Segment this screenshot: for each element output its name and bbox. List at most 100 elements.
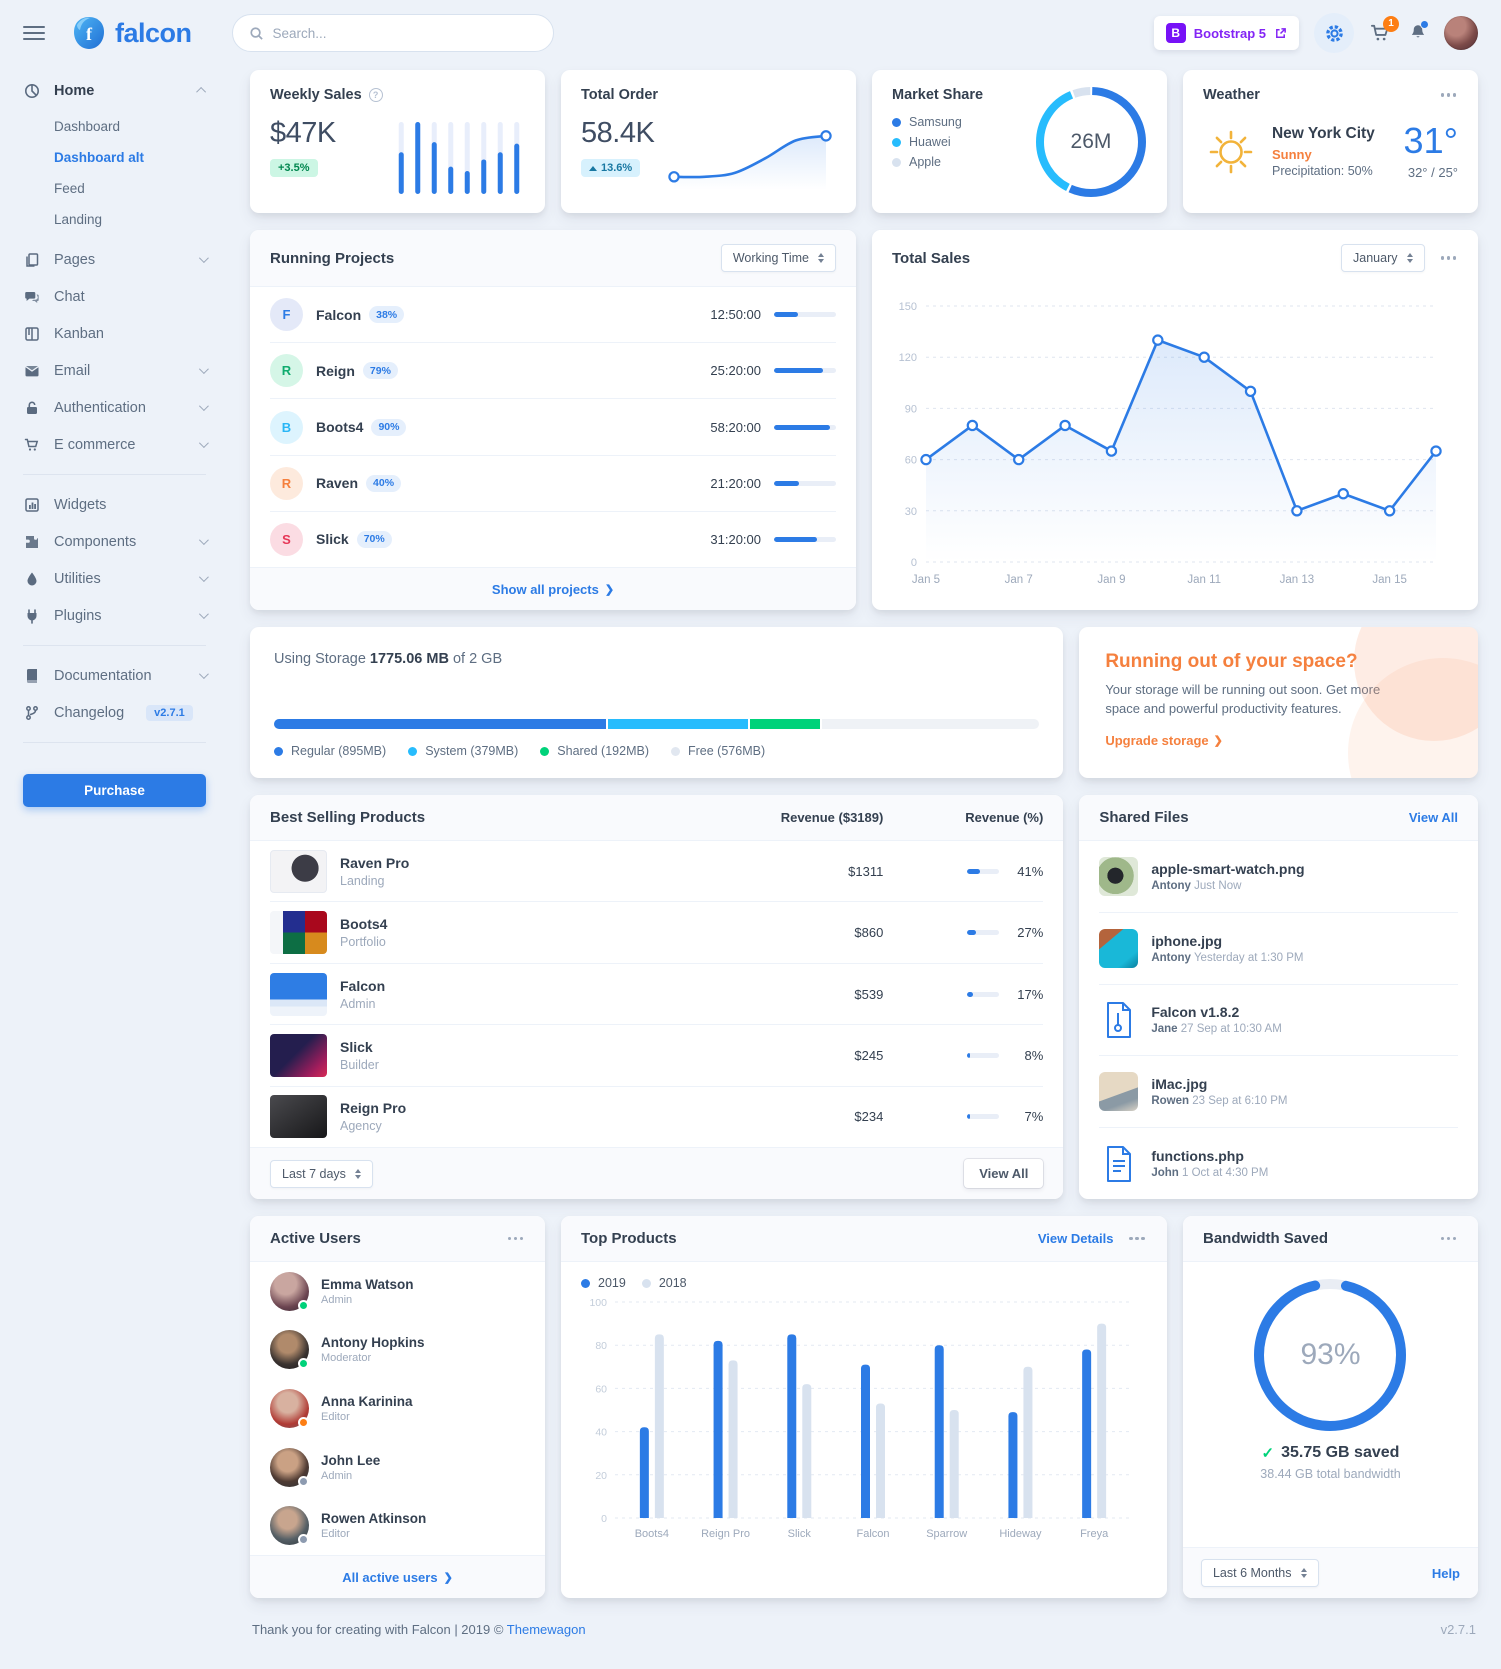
bootstrap-5-badge[interactable]: B Bootstrap 5 [1153, 16, 1299, 50]
help-circle-icon[interactable]: ? [368, 88, 383, 102]
weather-title: Weather [1203, 87, 1260, 103]
hamburger-menu-icon[interactable] [23, 26, 45, 40]
view-details-link[interactable]: View Details [1037, 1231, 1114, 1246]
project-name[interactable]: Raven [316, 475, 359, 492]
shared-files-view-all-link[interactable]: View All [1408, 810, 1458, 825]
user-name[interactable]: John Lee [321, 1452, 381, 1468]
working-time-select[interactable]: Working Time [720, 244, 836, 272]
sidebar-item-widgets[interactable]: Widgets [23, 486, 206, 523]
user-name[interactable]: Emma Watson [321, 1276, 414, 1292]
file-name[interactable]: iMac.jpg [1151, 1076, 1208, 1093]
project-time: 25:20:00 [710, 363, 761, 379]
sidebar-item-ecommerce[interactable]: E commerce [23, 426, 209, 463]
product-name[interactable]: Reign Pro [340, 1100, 407, 1117]
project-name[interactable]: Boots4 [316, 419, 364, 435]
file-name[interactable]: iphone.jpg [1151, 932, 1223, 949]
sidebar-item-changelog[interactable]: Changelog v2.7.1 [23, 694, 206, 731]
all-active-users-link[interactable]: All active users [342, 1569, 438, 1585]
legend-item-2018[interactable]: 2018 [641, 1276, 687, 1290]
file-document-icon [1099, 1001, 1138, 1039]
select-value: Working Time [732, 251, 809, 265]
project-name[interactable]: Reign [316, 362, 355, 379]
sidebar-item-label: Utilities [54, 570, 101, 587]
sidebar-item-documentation[interactable]: Documentation [23, 657, 209, 694]
weather-card: Weather New York City Sunny Precipitatio… [1182, 70, 1478, 213]
sidebar-item-email[interactable]: Email [23, 352, 209, 389]
top-products-card: Top Products View Details 2019 [561, 1216, 1167, 1598]
chevron-right-icon: ❯ [443, 1571, 453, 1584]
sidebar-item-dashboard[interactable]: Dashboard [54, 119, 121, 134]
product-name[interactable]: Falcon [340, 977, 386, 994]
total-sales-chart: 0 30 60 90 120 150 Jan 5 Jan 7 Jan 9 Jan 11 Jan 13… [899, 301, 1442, 586]
sidebar-item-components[interactable]: Components [23, 523, 209, 560]
ellipsis-menu-icon[interactable] [1127, 1231, 1147, 1247]
help-link[interactable]: Help [1431, 1565, 1460, 1581]
caret-up-icon [589, 165, 597, 171]
user-avatar[interactable] [1444, 16, 1478, 50]
storage-progressbar [274, 719, 1040, 729]
product-name[interactable]: Slick [340, 1038, 373, 1055]
sidebar-item-label: Authentication [54, 399, 146, 416]
sidebar-item-chat[interactable]: Chat [23, 278, 206, 315]
sidebar-item-kanban[interactable]: Kanban [23, 315, 206, 352]
sidebar-item-label: Home [54, 82, 95, 99]
total-order-badge: 13.6% [581, 159, 641, 177]
svg-text:Reign Pro: Reign Pro [701, 1528, 750, 1540]
file-name[interactable]: apple-smart-watch.png [1151, 860, 1305, 877]
product-revenue: $860 [854, 925, 884, 941]
purchase-button[interactable]: Purchase [23, 774, 206, 807]
sidebar-item-home[interactable]: Home [23, 72, 207, 109]
view-all-button[interactable]: View All [964, 1159, 1044, 1188]
sidebar-item-dashboard-alt[interactable]: Dashboard alt [54, 150, 145, 165]
sidebar-item-utilities[interactable]: Utilities [23, 560, 209, 597]
ellipsis-menu-icon[interactable] [1439, 250, 1459, 266]
user-name[interactable]: Rowen Atkinson [321, 1511, 427, 1527]
sidebar-item-landing[interactable]: Landing [54, 212, 103, 227]
total-order-value: 58.4K [581, 117, 655, 149]
legend-item-2019[interactable]: 2019 [581, 1276, 626, 1290]
file-name[interactable]: functions.php [1151, 1148, 1244, 1165]
envelope-icon [23, 363, 41, 379]
legend-item-samsung: Samsung [892, 115, 983, 129]
svg-text:90: 90 [905, 403, 917, 415]
product-name[interactable]: Raven Pro [340, 854, 410, 871]
months-range-select[interactable]: Last 6 Months [1200, 1559, 1319, 1587]
project-name[interactable]: Slick [316, 531, 349, 548]
top-navbar: f falcon B Bootstrap 5 [0, 0, 1501, 66]
bootstrap-label: Bootstrap 5 [1193, 25, 1266, 41]
sidebar-item-plugins[interactable]: Plugins [23, 597, 209, 634]
pages-icon [23, 252, 41, 268]
themewagon-link[interactable]: Themewagon [506, 1622, 586, 1637]
sidebar-item-label: Plugins [54, 607, 102, 624]
sidebar-item-authentication[interactable]: Authentication [23, 389, 209, 426]
month-select[interactable]: January [1341, 244, 1425, 272]
project-name[interactable]: Falcon [316, 306, 362, 323]
product-name[interactable]: Boots4 [340, 916, 388, 933]
storage-legend-free: Free (576MB) [671, 744, 765, 758]
file-name[interactable]: Falcon v1.8.2 [1151, 1004, 1240, 1021]
weekly-sales-value: $47K [270, 117, 336, 149]
product-percent: 17% [1017, 986, 1044, 1002]
product-revenue: $245 [854, 1047, 884, 1063]
user-name[interactable]: Anna Karinina [321, 1393, 413, 1409]
falcon-logo[interactable]: f falcon [71, 15, 192, 51]
svg-text:Falcon: Falcon [856, 1528, 889, 1540]
search-input[interactable] [231, 14, 554, 52]
project-avatar: R [270, 354, 303, 388]
upgrade-storage-link[interactable]: Upgrade storage ❯ [1105, 733, 1452, 748]
settings-button[interactable] [1314, 13, 1354, 53]
show-all-projects-link[interactable]: Show all projects [491, 581, 599, 597]
user-name[interactable]: Antony Hopkins [321, 1335, 425, 1351]
notifications-button[interactable] [1407, 20, 1429, 44]
date-range-select[interactable]: Last 7 days [270, 1159, 373, 1188]
ellipsis-menu-icon[interactable] [1439, 87, 1459, 103]
ellipsis-menu-icon[interactable] [1439, 1231, 1459, 1247]
user-row: Antony Hopkins Moderator [270, 1321, 525, 1380]
search-field[interactable] [272, 25, 537, 41]
ellipsis-menu-icon[interactable] [506, 1231, 526, 1247]
sidebar-item-pages[interactable]: Pages [23, 241, 209, 278]
space-warning-title: Running out of your space? [1105, 651, 1358, 672]
card-title: Total Order [581, 87, 659, 103]
sidebar-item-feed[interactable]: Feed [54, 181, 85, 196]
cart-button[interactable]: 1 [1369, 15, 1399, 45]
